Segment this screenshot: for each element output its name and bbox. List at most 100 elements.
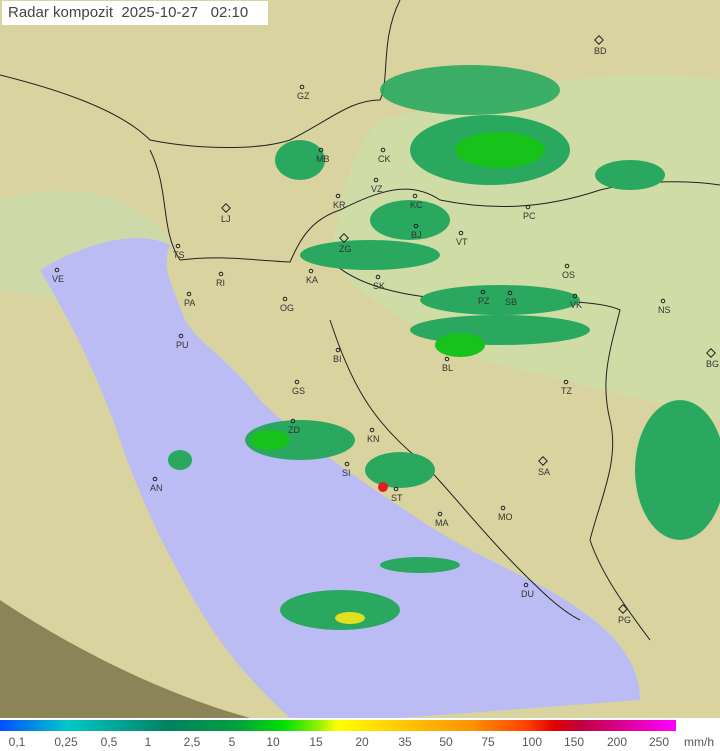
legend-label: 200 [606, 735, 628, 749]
city-marker-kr [335, 193, 341, 199]
city-label-vk: VK [570, 300, 582, 310]
city-label-zg: ZG [339, 244, 352, 254]
legend-label: 0,25 [54, 735, 78, 749]
city-marker-mb [318, 147, 324, 153]
city-label-pc: PC [523, 211, 536, 221]
legend-label: 15 [309, 735, 323, 749]
city-marker-pa [186, 291, 192, 297]
city-label-si: SI [342, 468, 351, 478]
city-label-kn: KN [367, 434, 380, 444]
legend-label: 250 [648, 735, 670, 749]
city-marker-an [152, 476, 158, 482]
city-marker-kn [369, 427, 375, 433]
city-marker-mo [500, 505, 506, 511]
city-label-pu: PU [176, 340, 189, 350]
legend-label: 100 [521, 735, 543, 749]
title-text: Radar kompozit [8, 4, 114, 21]
city-marker-pz [480, 289, 486, 295]
city-label-vt: VT [456, 237, 468, 247]
legend-label: 20 [355, 735, 369, 749]
city-label-bd: BD [594, 46, 607, 56]
sea [40, 238, 640, 718]
city-label-kr: KR [333, 200, 346, 210]
city-marker-ts [175, 243, 181, 249]
map-title: Radar kompozit 2025-10-27 02:10 [2, 1, 268, 25]
city-marker-kc [412, 193, 418, 199]
city-label-bl: BL [442, 363, 453, 373]
title-time: 02:10 [210, 4, 249, 21]
city-marker-sa [538, 456, 548, 466]
city-marker-vk [572, 293, 578, 299]
city-label-mo: MO [498, 512, 513, 522]
legend-label: 50 [439, 735, 453, 749]
city-marker-gs [294, 379, 300, 385]
city-label-kc: KC [410, 200, 423, 210]
city-label-bg: BG [706, 359, 719, 369]
country-borders [0, 0, 720, 641]
city-marker-ns [660, 298, 666, 304]
city-marker-pc [525, 204, 531, 210]
city-marker-zg [339, 233, 349, 243]
city-marker-bi [335, 347, 341, 353]
city-marker-ri [218, 271, 224, 277]
legend-label: 35 [398, 735, 412, 749]
city-marker-bd [594, 35, 604, 45]
city-marker-vt [458, 230, 464, 236]
city-label-ck: CK [378, 154, 391, 164]
city-marker-gz [299, 84, 305, 90]
city-marker-bj [413, 223, 419, 229]
legend-label: 10 [266, 735, 280, 749]
city-label-sk: SK [373, 281, 385, 291]
city-label-bj: BJ [411, 230, 422, 240]
legend-label: 5 [228, 735, 236, 749]
city-label-lj: LJ [221, 214, 231, 224]
city-marker-sb [507, 290, 513, 296]
city-label-st: ST [391, 493, 403, 503]
city-label-zd: ZD [288, 425, 300, 435]
city-marker-vz [373, 177, 379, 183]
city-label-ri: RI [216, 278, 225, 288]
city-marker-bg [706, 348, 716, 358]
legend-label: 1 [144, 735, 152, 749]
city-label-an: AN [150, 483, 163, 493]
city-marker-sk [375, 274, 381, 280]
city-label-ns: NS [658, 305, 671, 315]
city-label-pa: PA [184, 298, 195, 308]
city-marker-pg [618, 604, 628, 614]
city-marker-ck [380, 147, 386, 153]
city-label-sa: SA [538, 467, 550, 477]
legend-unit: mm/h [684, 735, 714, 749]
city-label-mb: MB [316, 154, 330, 164]
city-label-ve: VE [52, 274, 64, 284]
precipitation-echoes [168, 65, 720, 630]
city-marker-lj [221, 203, 231, 213]
legend-label: 75 [481, 735, 495, 749]
city-label-og: OG [280, 303, 294, 313]
legend-label: 0,1 [8, 735, 26, 749]
city-label-bi: BI [333, 354, 342, 364]
city-label-pz: PZ [478, 296, 490, 306]
legend-labels: 0,1 0,25 0,5 1 2,5 5 10 15 20 35 50 75 100 150 200 250 m… [0, 735, 720, 751]
city-label-du: DU [521, 589, 534, 599]
city-label-gs: GS [292, 386, 305, 396]
legend-label: 0,5 [100, 735, 118, 749]
city-label-gz: GZ [297, 91, 310, 101]
city-label-ka: KA [306, 275, 318, 285]
city-marker-bl [444, 356, 450, 362]
city-label-os: OS [562, 270, 575, 280]
city-marker-ve [54, 267, 60, 273]
city-marker-si [344, 461, 350, 467]
city-marker-tz [563, 379, 569, 385]
city-marker-st [393, 486, 399, 492]
radar-map: GZ BD MB CK VZ KR KC LJ PC ZG BJ VT TS KA SK OS VE RI PA OG… [0, 0, 720, 718]
city-marker-zd [290, 418, 296, 424]
city-marker-du [523, 582, 529, 588]
city-marker-os [564, 263, 570, 269]
city-marker-pu [178, 333, 184, 339]
legend-color-scale [0, 720, 676, 731]
title-date: 2025-10-27 [121, 4, 199, 21]
legend-label: 150 [563, 735, 585, 749]
city-marker-ma [437, 511, 443, 517]
city-marker-og [282, 296, 288, 302]
city-label-vz: VZ [371, 184, 383, 194]
